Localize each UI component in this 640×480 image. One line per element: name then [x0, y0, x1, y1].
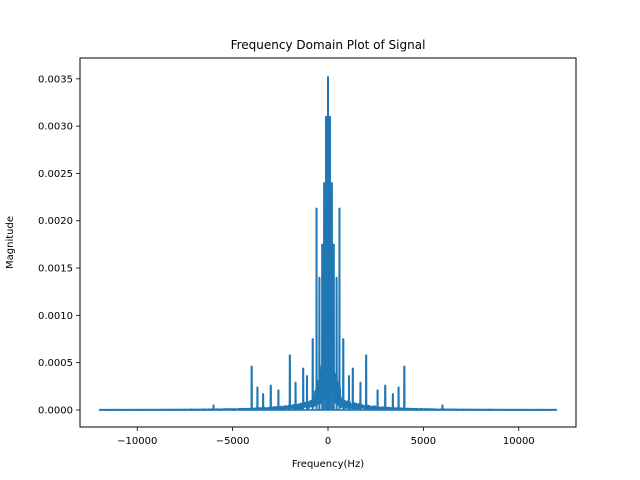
x-tick-label: −5000: [216, 436, 250, 447]
x-tick-label: 10000: [503, 436, 535, 447]
chart-title: Frequency Domain Plot of Signal: [231, 38, 426, 52]
plot-area: [79, 57, 577, 428]
series-layer: [98, 76, 558, 411]
x-axis-ticks: −10000 −5000 0 5000 10000: [117, 427, 535, 447]
x-tick-label: −10000: [117, 436, 157, 447]
y-tick-label: 0.0020: [38, 216, 73, 227]
x-tick-label: 0: [325, 436, 331, 447]
y-tick-label: 0.0015: [38, 264, 73, 275]
x-tick-label: 5000: [411, 436, 436, 447]
y-tick-label: 0.0005: [38, 358, 73, 369]
y-tick-label: 0.0025: [38, 169, 73, 180]
y-axis-label: Magnitude: [5, 216, 16, 269]
y-tick-label: 0.0030: [38, 122, 73, 133]
y-tick-label: 0.0000: [38, 405, 73, 416]
y-tick-label: 0.0010: [38, 311, 73, 322]
y-axis-ticks: 0.0000 0.0005 0.0010 0.0015 0.0020 0.0025 0.00…: [38, 74, 80, 416]
x-axis-label: Frequency(Hz): [292, 459, 364, 470]
y-tick-label: 0.0035: [38, 74, 73, 85]
